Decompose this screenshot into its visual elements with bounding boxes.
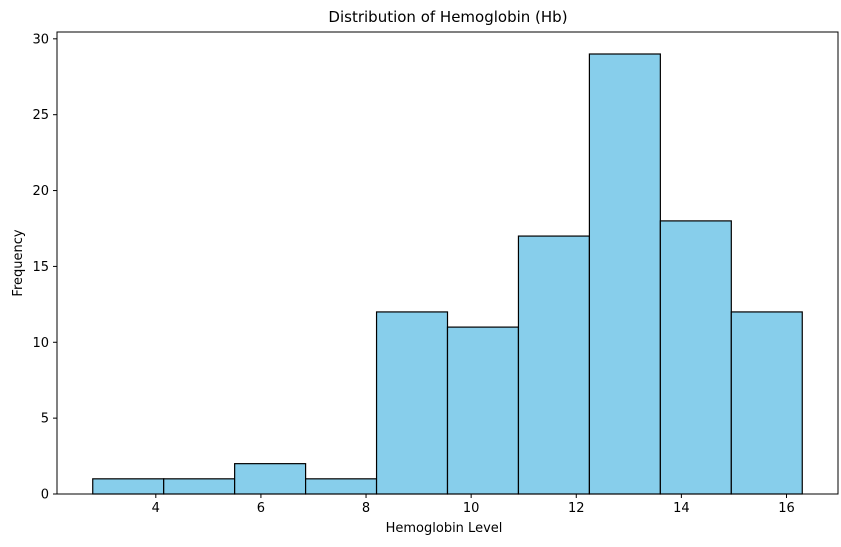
y-tick-label: 20: [32, 184, 49, 199]
histogram-bar: [446, 326, 520, 495]
histogram-bar: [659, 220, 732, 495]
x-tick-label: 6: [257, 501, 265, 516]
x-tick-label: 14: [673, 501, 690, 516]
x-tick-label: 12: [568, 501, 585, 516]
histogram-bar: [588, 53, 661, 495]
bars-group: [92, 53, 803, 495]
y-tick-label: 10: [32, 336, 49, 351]
chart-title: Distribution of Hemoglobin (Hb): [328, 8, 567, 26]
y-tick-label: 5: [41, 412, 49, 427]
y-axis-ticks: 0 5 10 15 20 25 30: [32, 32, 57, 503]
x-tick-label: 8: [362, 501, 370, 516]
x-axis-label: Hemoglobin Level: [386, 521, 503, 536]
y-tick-label: 0: [41, 488, 49, 503]
x-axis-ticks: 4 6 8 10 12 14 16: [152, 494, 795, 516]
histogram-bar: [234, 463, 307, 495]
histogram-bar: [304, 478, 378, 495]
plot-frame: [56, 31, 839, 495]
histogram-bar: [163, 478, 236, 495]
x-tick-label: 4: [152, 501, 160, 516]
x-tick-label: 10: [463, 501, 480, 516]
histogram-bar: [517, 235, 591, 495]
y-tick-label: 15: [32, 260, 49, 275]
y-tick-label: 30: [32, 32, 49, 47]
y-tick-label: 25: [32, 108, 49, 123]
histogram-bar: [730, 311, 803, 495]
y-axis-label: Frequency: [11, 229, 26, 296]
histogram-bar: [375, 311, 449, 495]
x-tick-label: 16: [778, 501, 795, 516]
histogram-bar: [92, 478, 165, 495]
